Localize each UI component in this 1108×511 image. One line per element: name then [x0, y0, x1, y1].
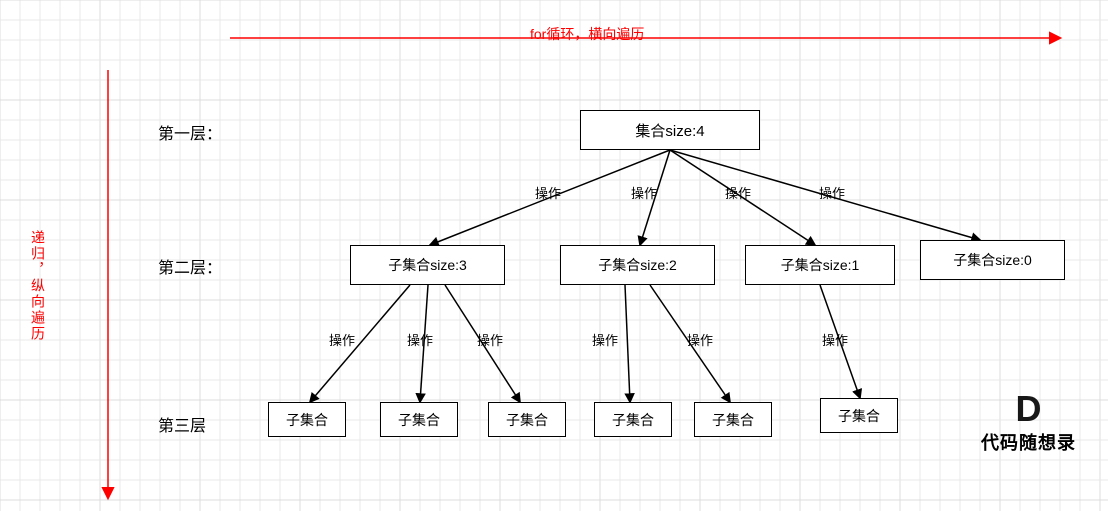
watermark-logo: D — [981, 391, 1076, 427]
node-2d-text: 子集合size:0 — [953, 250, 1032, 270]
node-3b: 子集合 — [380, 402, 458, 437]
node-3f-text: 子集合 — [838, 406, 880, 426]
level-1-label: 第一层： — [158, 120, 222, 144]
node-2d: 子集合size:0 — [920, 240, 1065, 280]
node-3f: 子集合 — [820, 398, 898, 433]
node-2c-text: 子集合size:1 — [781, 255, 860, 275]
node-2c: 子集合size:1 — [745, 245, 895, 285]
horizontal-axis-label: for循环，横向遍历 — [530, 24, 644, 44]
node-3a: 子集合 — [268, 402, 346, 437]
node-2a: 子集合size:3 — [350, 245, 505, 285]
node-3e: 子集合 — [694, 402, 772, 437]
vertical-axis-label: 递归，纵向遍历 — [28, 230, 48, 342]
watermark-text: 代码随想录 — [981, 429, 1076, 455]
node-3e-text: 子集合 — [712, 410, 754, 430]
watermark: D 代码随想录 — [981, 391, 1076, 455]
level-2-label: 第二层： — [158, 254, 222, 278]
node-2b-text: 子集合size:2 — [598, 255, 677, 275]
node-3d-text: 子集合 — [612, 410, 654, 430]
node-root: 集合size:4 — [580, 110, 760, 150]
level-3-label: 第三层 — [158, 412, 206, 436]
node-3b-text: 子集合 — [398, 410, 440, 430]
node-2b: 子集合size:2 — [560, 245, 715, 285]
node-3c-text: 子集合 — [506, 410, 548, 430]
node-3c: 子集合 — [488, 402, 566, 437]
node-3d: 子集合 — [594, 402, 672, 437]
node-3a-text: 子集合 — [286, 410, 328, 430]
node-root-text: 集合size:4 — [635, 120, 704, 141]
node-2a-text: 子集合size:3 — [388, 255, 467, 275]
